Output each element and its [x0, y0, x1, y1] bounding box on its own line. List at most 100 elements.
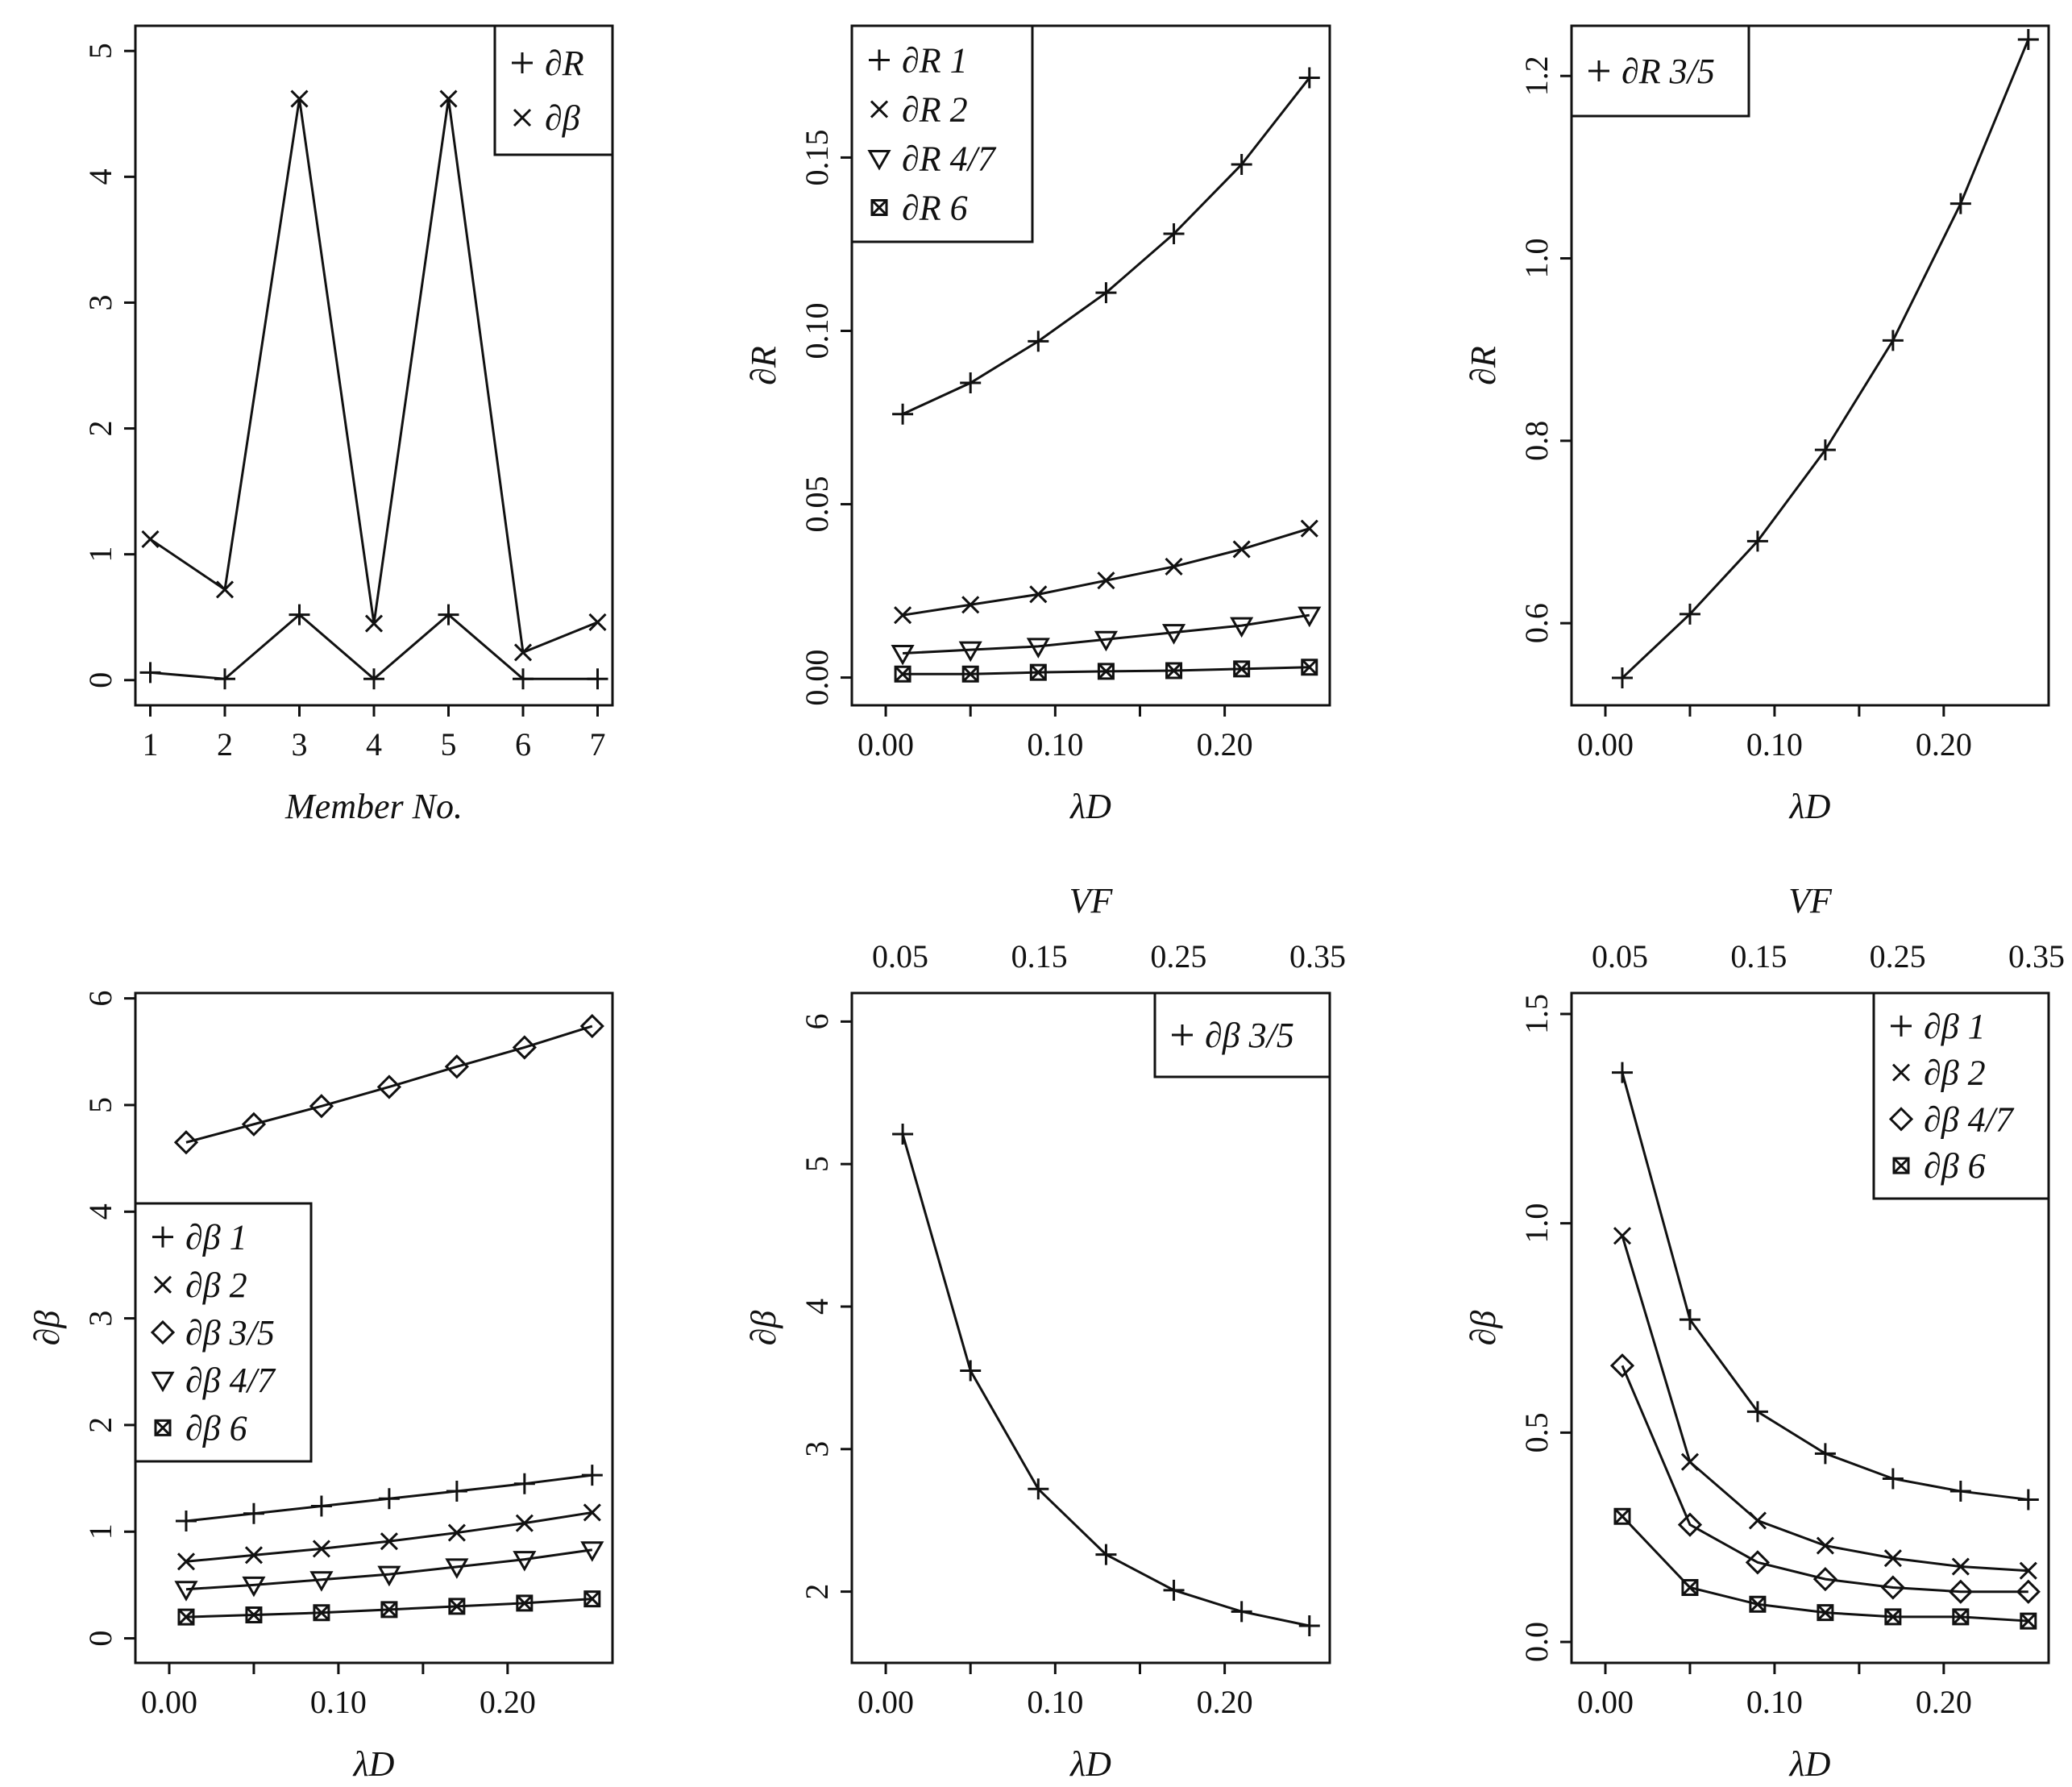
data-point	[1298, 67, 1320, 89]
x-tick-label: 0.00	[857, 726, 914, 763]
legend-marker	[151, 1371, 175, 1393]
top-axis-tick-label: 0.15	[1730, 938, 1787, 975]
legend-marker	[1891, 1015, 1912, 1037]
data-point	[1679, 603, 1700, 625]
data-point	[363, 668, 384, 690]
legend-label: ∂β 2	[1924, 1053, 1986, 1093]
top-axis-tick-label: 0.05	[872, 938, 928, 975]
data-point	[1882, 330, 1904, 351]
data-point	[1613, 1227, 1632, 1245]
data-point	[313, 1604, 330, 1622]
y-tick-label: 0.15	[799, 129, 835, 185]
legend-marker	[153, 1275, 172, 1294]
data-point	[1097, 571, 1115, 590]
data-point	[1094, 630, 1119, 652]
series-line	[1621, 1365, 2028, 1594]
data-point	[1026, 638, 1050, 659]
y-tick-label: 0.05	[799, 476, 835, 533]
y-tick-label: 3	[82, 294, 118, 310]
series-5	[177, 1590, 601, 1626]
data-point	[141, 530, 160, 548]
data-point	[587, 668, 608, 690]
data-point	[960, 372, 982, 394]
legend-box	[493, 24, 614, 156]
y-tick-label: 1.0	[1518, 239, 1555, 279]
data-point	[312, 1540, 330, 1558]
y-tick-label: 6	[799, 1013, 835, 1029]
series-3	[1609, 1353, 2041, 1604]
data-point	[1028, 1478, 1049, 1500]
series-line	[149, 98, 599, 655]
data-point	[1951, 1557, 1970, 1576]
y-tick-label: 4	[82, 1203, 118, 1220]
y-tick-label: 0.6	[1518, 603, 1555, 643]
legend-label: ∂β 6	[1924, 1146, 1986, 1186]
data-point	[1745, 1550, 1771, 1575]
data-point	[1817, 1604, 1834, 1622]
data-point	[894, 665, 911, 683]
y-tick-label: 0.5	[1518, 1412, 1555, 1452]
legend-marker	[150, 1319, 176, 1345]
legend-label: ∂R 2	[902, 90, 968, 130]
data-point	[2019, 1561, 2037, 1580]
data-point	[380, 1532, 398, 1551]
plot-frame	[1570, 991, 2050, 1664]
data-point	[513, 643, 533, 662]
y-tick-label: 0.00	[799, 650, 835, 706]
legend-label: ∂β 3/5	[1205, 1016, 1294, 1055]
data-point	[1950, 1481, 1971, 1502]
data-point	[588, 613, 607, 632]
data-point	[174, 1581, 198, 1602]
data-point	[448, 1598, 466, 1615]
legend-marker	[1172, 1024, 1193, 1045]
data-point	[1231, 1601, 1252, 1623]
legend-label: ∂β	[545, 98, 580, 138]
data-point	[241, 1112, 267, 1137]
series-1	[892, 67, 1320, 425]
series-2	[141, 89, 607, 662]
y-tick-label: 5	[82, 1097, 118, 1113]
data-point	[1679, 1309, 1700, 1331]
data-point	[1300, 519, 1318, 538]
data-point	[891, 644, 915, 666]
y-axis-label: ∂R	[744, 346, 783, 385]
x-tick-label: 0.20	[1197, 726, 1253, 763]
legend-label: ∂R 6	[902, 189, 968, 228]
x-tick-label: 0.10	[1746, 726, 1803, 763]
legend-marker	[867, 150, 891, 171]
series-1	[892, 1124, 1320, 1637]
series-line	[185, 1511, 593, 1563]
data-point	[515, 1514, 534, 1532]
series-line	[1621, 39, 2030, 679]
data-point	[512, 1035, 537, 1060]
data-point	[1749, 1595, 1767, 1613]
data-point	[1163, 1579, 1185, 1601]
y-tick-label: 1.2	[1518, 56, 1555, 96]
y-tick-label: 1.0	[1518, 1203, 1555, 1244]
series-2	[1613, 1227, 2037, 1580]
series-3	[173, 1013, 604, 1155]
data-point	[290, 89, 309, 108]
x-tick-label: 7	[590, 726, 606, 763]
data-point	[1298, 606, 1322, 628]
x-tick-label: 1	[143, 726, 159, 763]
data-point	[176, 1552, 196, 1571]
top-axis-tick-label: 0.15	[1011, 938, 1068, 975]
data-point	[1611, 1062, 1633, 1083]
chart-panel-p6: 0.00 0.10 0.20 0.0 0.5 1.0 1.5 λD ∂β 0.05 0.15 0.25…	[1464, 881, 2065, 1784]
series-1	[139, 604, 608, 690]
x-tick-label: 4	[366, 726, 382, 763]
y-axis-label: ∂β	[27, 1311, 67, 1346]
y-tick-label: 0	[82, 1631, 118, 1647]
data-point	[583, 1503, 601, 1522]
data-point	[139, 662, 161, 684]
legend-marker	[1892, 1157, 1910, 1174]
top-axis-tick-label: 0.25	[1150, 938, 1206, 975]
top-axis-label: VF	[1069, 881, 1114, 921]
legend: ∂β 1 ∂β 2 ∂β 4/7 ∂β 6	[1872, 991, 2050, 1200]
legend-label: ∂β 1	[1924, 1007, 1986, 1046]
data-point	[1680, 1452, 1700, 1471]
legend: ∂β 1 ∂β 2 ∂β 3/5 ∂β 4/7 ∂β 6	[134, 1202, 313, 1463]
data-point	[1952, 1608, 1970, 1626]
